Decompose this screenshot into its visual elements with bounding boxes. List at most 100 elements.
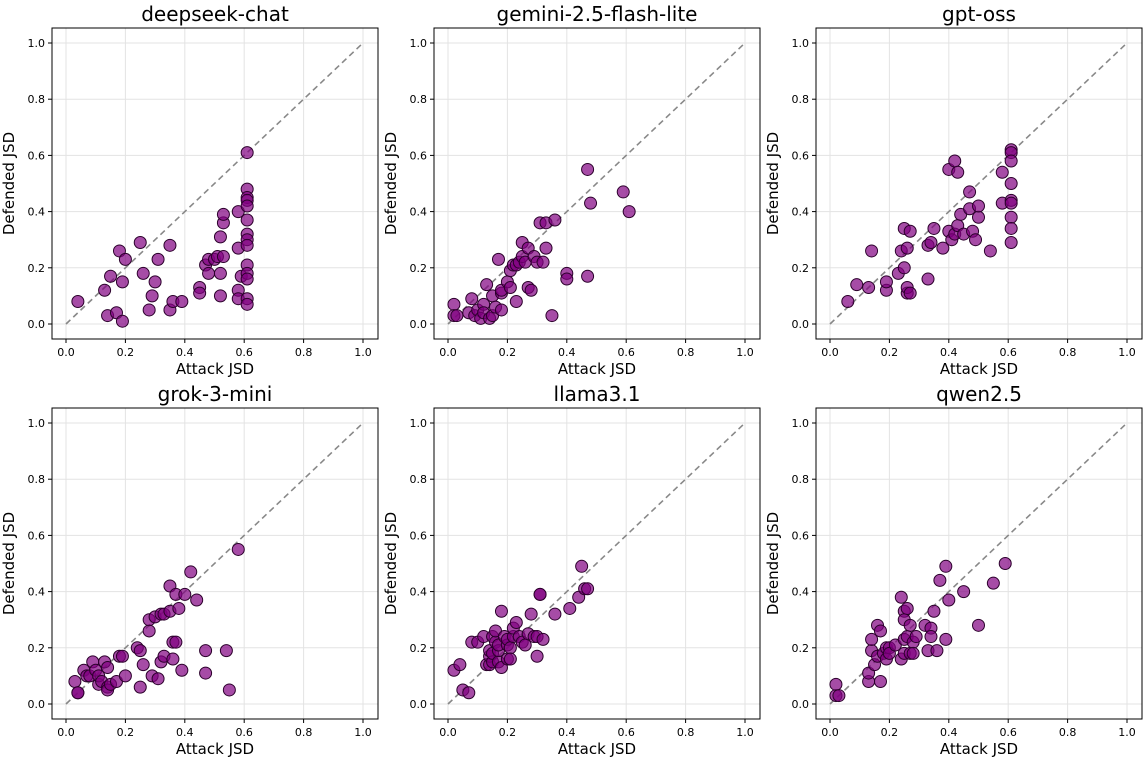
- y-tick-label: 0.0: [792, 318, 810, 331]
- data-point: [622, 205, 636, 219]
- data-point: [951, 165, 965, 179]
- axes-frame: [51, 407, 379, 720]
- y-tick-label: 0.2: [28, 642, 46, 655]
- data-point: [240, 297, 254, 311]
- x-tick-label: 0.6: [235, 726, 253, 739]
- data-point: [963, 185, 977, 199]
- x-axis-label: Attack JSD: [176, 360, 254, 378]
- x-tick-label: 1.0: [354, 726, 372, 739]
- y-tick-label: 0.6: [28, 529, 46, 542]
- points: [71, 146, 254, 328]
- reference-diagonal-line: [447, 42, 746, 325]
- data-point: [175, 295, 189, 309]
- x-axis-label: Attack JSD: [940, 740, 1018, 758]
- data-point: [1004, 177, 1018, 190]
- y-axis-label: Defended JSD: [0, 132, 18, 235]
- y-tick-label: 0.8: [792, 473, 810, 486]
- data-point: [939, 559, 953, 573]
- grid: [816, 408, 1142, 719]
- x-tick-label: 0.0: [439, 726, 457, 739]
- y-tick-label: 0.2: [792, 262, 810, 275]
- data-point: [240, 146, 254, 160]
- y-tick-label: 0.2: [410, 642, 428, 655]
- data-point: [453, 658, 467, 672]
- y-tick-label: 0.4: [28, 206, 46, 219]
- data-point: [190, 593, 204, 607]
- x-tick-label: 1.0: [354, 346, 372, 359]
- subplot-title: deepseek-chat: [141, 2, 289, 26]
- data-point: [184, 565, 198, 579]
- data-point: [213, 230, 227, 244]
- data-point: [983, 244, 997, 258]
- subplot-title: gemini-2.5-flash-lite: [497, 2, 698, 26]
- data-point: [101, 660, 115, 674]
- reference-diagonal-line: [65, 422, 364, 705]
- data-point: [930, 644, 944, 658]
- data-point: [450, 309, 464, 323]
- data-point: [969, 233, 983, 247]
- x-tick-label: 0.8: [1059, 726, 1077, 739]
- data-point: [213, 266, 227, 280]
- data-point: [909, 630, 923, 644]
- data-point: [115, 275, 129, 289]
- subplot-title: gpt-oss: [942, 2, 1016, 26]
- data-point: [873, 624, 887, 638]
- x-tick-label: 0.0: [57, 346, 75, 359]
- data-point: [998, 557, 1012, 570]
- data-point: [169, 635, 183, 649]
- points: [68, 542, 245, 700]
- y-tick-label: 1.0: [792, 37, 810, 50]
- y-tick-label: 1.0: [28, 417, 46, 430]
- axes-frame: [433, 407, 761, 720]
- reference-diagonal-line: [447, 422, 746, 705]
- x-tick-label: 0.4: [558, 346, 576, 359]
- grid: [52, 408, 378, 719]
- y-axis-label: Defended JSD: [0, 512, 18, 615]
- axes-frame: [815, 407, 1143, 720]
- data-point: [924, 630, 938, 644]
- data-point: [216, 207, 230, 221]
- data-point: [178, 587, 192, 601]
- data-point: [548, 607, 562, 621]
- x-tick-label: 0.2: [881, 346, 899, 359]
- data-point: [1004, 154, 1018, 168]
- axes-frame: [815, 27, 1143, 340]
- data-point: [166, 652, 180, 666]
- y-tick-label: 0.6: [410, 149, 428, 162]
- reference-diagonal-line: [65, 42, 364, 325]
- data-point: [118, 252, 132, 266]
- x-axis-label: Attack JSD: [940, 360, 1018, 378]
- data-point: [927, 604, 941, 618]
- data-point: [616, 185, 630, 199]
- subplot-title: grok-3-mini: [158, 382, 273, 406]
- data-point: [491, 252, 505, 266]
- data-point: [1004, 221, 1018, 235]
- data-point: [903, 618, 917, 632]
- data-point: [447, 297, 461, 311]
- y-tick-label: 0.4: [410, 206, 428, 219]
- data-point: [560, 272, 574, 286]
- x-tick-label: 0.4: [558, 726, 576, 739]
- subplot-title: llama3.1: [554, 382, 641, 406]
- y-tick-label: 1.0: [28, 37, 46, 50]
- points: [447, 559, 595, 700]
- data-point: [219, 644, 233, 658]
- x-tick-label: 0.6: [617, 726, 635, 739]
- data-point: [222, 683, 236, 697]
- data-point: [841, 295, 855, 309]
- x-axis-label: Attack JSD: [176, 740, 254, 758]
- data-point: [151, 252, 165, 266]
- data-point: [115, 649, 129, 663]
- x-tick-label: 0.0: [439, 346, 457, 359]
- data-point: [536, 632, 550, 646]
- data-point: [494, 303, 508, 317]
- y-tick-label: 0.4: [28, 586, 46, 599]
- data-point: [231, 542, 245, 556]
- data-point: [832, 689, 846, 703]
- x-tick-label: 0.8: [295, 346, 313, 359]
- y-tick-label: 0.2: [792, 642, 810, 655]
- data-point: [136, 266, 150, 280]
- data-point: [894, 590, 908, 604]
- y-tick-label: 0.0: [28, 318, 46, 331]
